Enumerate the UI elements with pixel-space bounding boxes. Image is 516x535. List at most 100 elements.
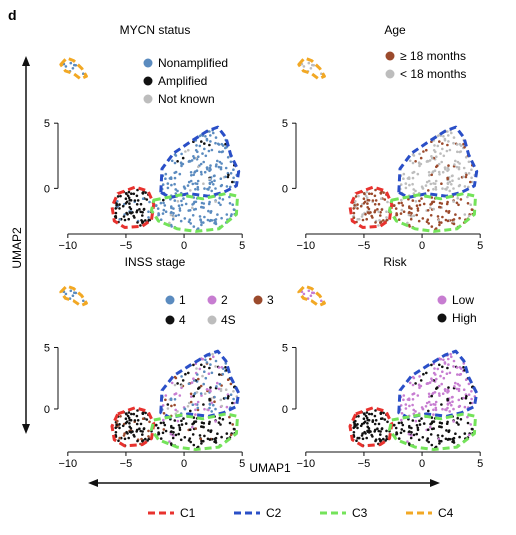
panel-title: Risk xyxy=(383,255,407,269)
cell-point xyxy=(196,185,200,189)
cell-point xyxy=(208,143,211,147)
cell-point xyxy=(435,377,438,381)
cell-point xyxy=(201,374,204,378)
cell-point xyxy=(215,163,218,166)
cell-point xyxy=(198,434,202,437)
cell-point xyxy=(216,381,219,385)
cell-point xyxy=(170,430,173,433)
cell-point xyxy=(469,401,472,405)
cell-point xyxy=(470,397,473,401)
cell-point xyxy=(209,164,212,167)
cell-point xyxy=(420,417,423,420)
cell-point xyxy=(127,436,130,440)
cell-point xyxy=(189,409,192,413)
cell-point xyxy=(212,131,215,135)
cell-point xyxy=(379,433,382,436)
cell-point xyxy=(425,148,428,152)
panel-legend: Low High xyxy=(437,293,477,325)
legend-marker xyxy=(207,315,217,325)
cell-point xyxy=(203,370,206,374)
cell-point xyxy=(214,141,217,145)
cell-point xyxy=(219,177,223,180)
scatter-points xyxy=(300,61,477,231)
cell-point xyxy=(452,218,456,221)
cluster-outline-c4 xyxy=(297,284,326,308)
cell-point xyxy=(428,174,431,177)
cluster-outline-c4 xyxy=(59,284,88,308)
cell-point xyxy=(417,438,421,442)
cell-point xyxy=(402,177,405,180)
cell-point xyxy=(421,407,425,411)
x-tick-label: 5 xyxy=(477,240,483,252)
cell-point xyxy=(411,398,415,401)
cell-point xyxy=(173,403,176,407)
cell-point xyxy=(409,217,413,221)
cell-point xyxy=(430,443,434,447)
cell-point xyxy=(210,401,214,405)
cell-point xyxy=(228,195,231,199)
cell-point xyxy=(208,438,212,441)
cell-point xyxy=(410,207,413,210)
cell-point xyxy=(452,365,455,368)
cell-point xyxy=(209,389,212,393)
cell-point xyxy=(180,162,183,165)
cell-point xyxy=(356,423,359,426)
cell-point xyxy=(453,385,456,388)
cell-point xyxy=(450,131,453,135)
cell-point xyxy=(208,406,211,410)
cell-point xyxy=(421,436,425,439)
cell-point xyxy=(412,376,416,380)
cell-point xyxy=(445,202,449,206)
cell-point xyxy=(434,373,437,376)
cell-point xyxy=(192,202,196,205)
cell-point xyxy=(187,148,190,152)
cell-point xyxy=(452,407,455,411)
cell-point xyxy=(445,372,449,376)
cluster-outlines xyxy=(59,56,241,233)
cell-point xyxy=(171,217,175,221)
cell-point xyxy=(356,426,359,430)
cell-point xyxy=(466,202,470,205)
cell-point xyxy=(136,409,139,412)
cluster-outline-c2 xyxy=(397,125,479,199)
cell-point xyxy=(440,403,443,406)
cell-point xyxy=(172,207,175,210)
cell-point xyxy=(456,196,460,200)
cell-point xyxy=(427,400,431,404)
cell-point xyxy=(139,224,142,227)
cell-point xyxy=(425,180,429,184)
cell-point xyxy=(414,382,417,385)
cell-point xyxy=(356,203,359,206)
cell-point xyxy=(163,423,167,427)
cell-point xyxy=(187,220,191,223)
cell-point xyxy=(174,188,177,191)
cell-point xyxy=(429,182,433,186)
cell-point xyxy=(441,142,444,145)
cell-point xyxy=(400,198,403,202)
cell-point xyxy=(440,421,444,425)
cell-point xyxy=(229,172,233,175)
x-tick-label: 0 xyxy=(181,458,187,470)
cell-point xyxy=(447,168,450,171)
cell-point xyxy=(446,181,450,185)
cell-point xyxy=(410,426,413,430)
cell-point xyxy=(159,437,163,440)
cell-point xyxy=(115,423,118,427)
cell-point xyxy=(155,204,158,207)
cell-point xyxy=(385,210,388,213)
cell-point xyxy=(178,394,182,397)
cell-point xyxy=(213,174,216,177)
cell-point xyxy=(191,425,194,429)
cell-point xyxy=(193,392,196,396)
cell-point xyxy=(129,431,133,434)
cell-point xyxy=(195,367,198,370)
cluster-outlines xyxy=(297,56,479,233)
cell-point xyxy=(459,150,463,153)
cell-point xyxy=(136,439,139,443)
cell-point xyxy=(424,405,428,408)
cell-point xyxy=(214,187,217,190)
cell-point xyxy=(457,177,461,180)
cell-point xyxy=(232,397,235,401)
cell-point xyxy=(422,422,426,425)
cell-point xyxy=(456,150,459,154)
